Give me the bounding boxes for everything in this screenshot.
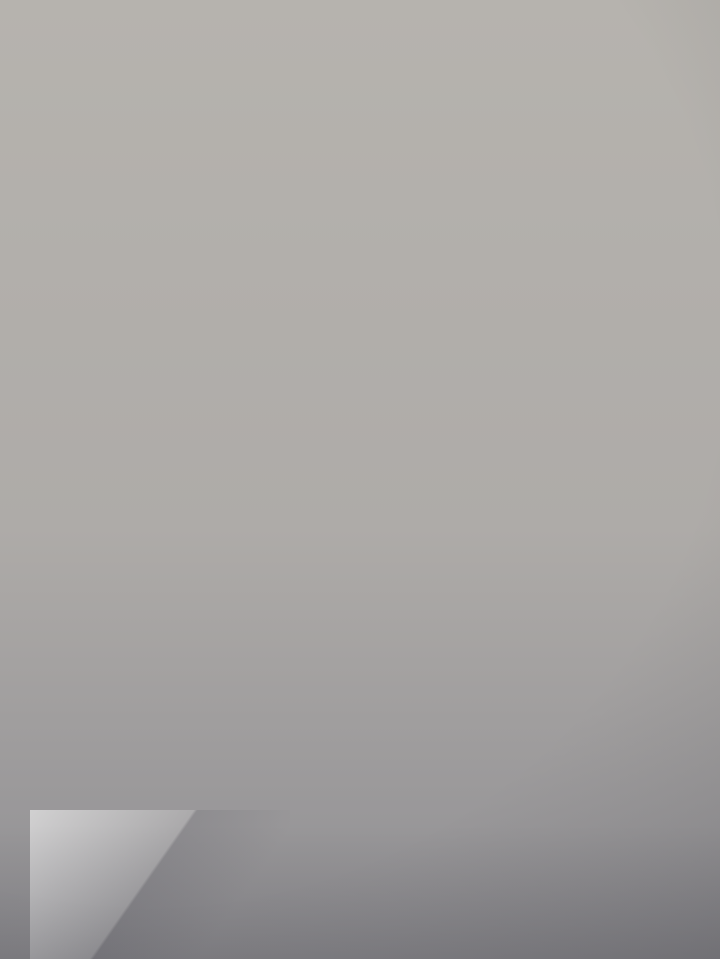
option-d: D) 84: [211, 700, 228, 737]
figure1-width-label: Genişlik: [557, 103, 572, 154]
figure3-continuation-dashes: - - - - -: [398, 731, 414, 779]
question-paragraph-line1: Şekil-1'deki Türk bayrağının kenar uzunl…: [646, 60, 663, 864]
figure2-right-pole-base: [302, 471, 317, 509]
publisher-logo: FeNoMeN: [145, 791, 178, 897]
hanging-flag: ★: [358, 658, 458, 725]
figure3-right-pole-base: [301, 835, 316, 873]
star-icon: ★: [383, 684, 398, 701]
figure3-dimension-label: 336 cm: [487, 693, 504, 745]
prompt-after: kaç cm'dir?: [249, 545, 268, 640]
question-prompt: Buna göre Şekil-1'deki Türk bayrağının u…: [246, 60, 268, 640]
hanging-flag: ★: [358, 780, 458, 847]
figure3-right-pole: [314, 847, 461, 860]
hanging-flag: ★: [374, 416, 474, 483]
turkish-flag-figure1: ★: [530, 160, 594, 260]
figure3-crossbar: [459, 578, 472, 860]
footer-divider-line: [180, 29, 206, 959]
textbook-page: 19. Bilgi: Türk bayrağının uzunluğu geni…: [30, 0, 720, 959]
figure2-crossbar: [475, 204, 488, 496]
prompt-underlined: en fazla: [246, 478, 268, 541]
question-number: 19.: [698, 64, 715, 87]
hanging-flag: ★: [358, 591, 458, 658]
figure2-caption: Şekil-2: [278, 327, 294, 373]
figure3-left-pole-base: [301, 566, 316, 604]
option-a: A) 48: [211, 60, 228, 97]
figure2-right-pole: [315, 483, 477, 496]
info-line: Bilgi: Türk bayrağının uzunluğu genişliğ…: [687, 122, 705, 538]
question-paragraph-line2: bayraklar Şekil-2 ve Şekil-3'teki gibi a…: [620, 60, 637, 867]
page-number-badge: 11: [120, 457, 165, 504]
star-icon: ★: [399, 310, 414, 327]
figure3-caption: Şekil-3: [278, 705, 294, 751]
figure3-left-pole: [314, 578, 461, 591]
star-icon: ★: [399, 442, 414, 459]
info-label: Bilgi:: [688, 122, 705, 162]
hanging-flag: ★: [374, 217, 474, 284]
prompt-before: Buna göre Şekil-1'deki Türk bayrağının u…: [249, 60, 268, 474]
figure2-dimension-label: 480 cm: [503, 324, 520, 376]
star-icon: ★: [383, 806, 398, 823]
star-icon: ★: [399, 243, 414, 260]
star-icon: ★: [383, 617, 398, 634]
hanging-flag: ★: [374, 284, 474, 351]
option-b: B) 64: [211, 283, 228, 320]
figure2-dimension-line: [492, 210, 494, 492]
option-c: C) 72: [211, 486, 228, 523]
figure2-left-pole-base: [302, 192, 317, 230]
star-icon: ★: [556, 217, 573, 231]
figure2-continuation-dashes: - - - - -: [414, 358, 430, 406]
figure3-dimension-line: [476, 584, 478, 856]
figure2-left-pole: [315, 204, 477, 217]
figure1-length-label: Uzunluk: [598, 184, 613, 236]
info-text: Türk bayrağının uzunluğu genişliğinin 1,…: [688, 162, 705, 539]
